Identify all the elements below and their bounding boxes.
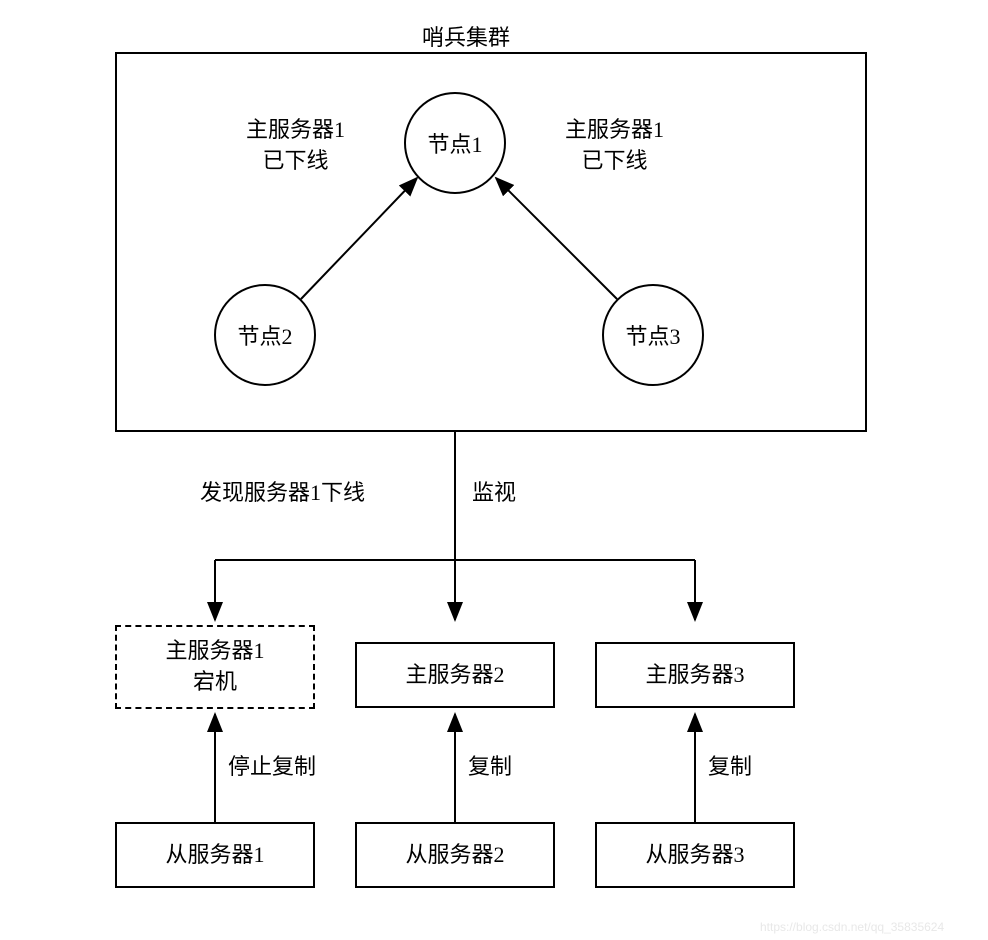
- repl-label-3: 复制: [708, 752, 752, 783]
- node-2: 节点2: [214, 284, 316, 386]
- sentinel-diagram: 哨兵集群 节点1 节点2 节点3 主服务器1 已下线 主服务器1 已下线 发现服…: [0, 0, 988, 940]
- server-label: 主服务器3: [645, 660, 744, 691]
- node-label: 节点3: [625, 319, 680, 351]
- edge-label-n3-n1: 主服务器1 已下线: [565, 115, 664, 177]
- server-label: 主服务器1 宕机: [165, 636, 264, 698]
- slave-server-3: 从服务器3: [595, 822, 795, 888]
- watermark: https://blog.csdn.net/qq_35835624: [760, 920, 944, 934]
- master-server-2: 主服务器2: [355, 642, 555, 708]
- server-label: 从服务器2: [405, 840, 504, 871]
- cluster-title: 哨兵集群: [422, 20, 510, 52]
- server-label: 主服务器2: [405, 660, 504, 691]
- master-server-1: 主服务器1 宕机: [115, 625, 315, 709]
- node-label: 节点2: [237, 319, 292, 351]
- repl-label-2: 复制: [468, 752, 512, 783]
- server-label: 从服务器3: [645, 840, 744, 871]
- node-1: 节点1: [404, 92, 506, 194]
- node-label: 节点1: [427, 127, 482, 159]
- monitor-label-right: 监视: [472, 478, 516, 509]
- slave-server-2: 从服务器2: [355, 822, 555, 888]
- slave-server-1: 从服务器1: [115, 822, 315, 888]
- server-label: 从服务器1: [165, 840, 264, 871]
- repl-label-1: 停止复制: [228, 752, 316, 783]
- node-3: 节点3: [602, 284, 704, 386]
- monitor-label-left: 发现服务器1下线: [200, 478, 365, 509]
- master-server-3: 主服务器3: [595, 642, 795, 708]
- edge-label-n2-n1: 主服务器1 已下线: [246, 115, 345, 177]
